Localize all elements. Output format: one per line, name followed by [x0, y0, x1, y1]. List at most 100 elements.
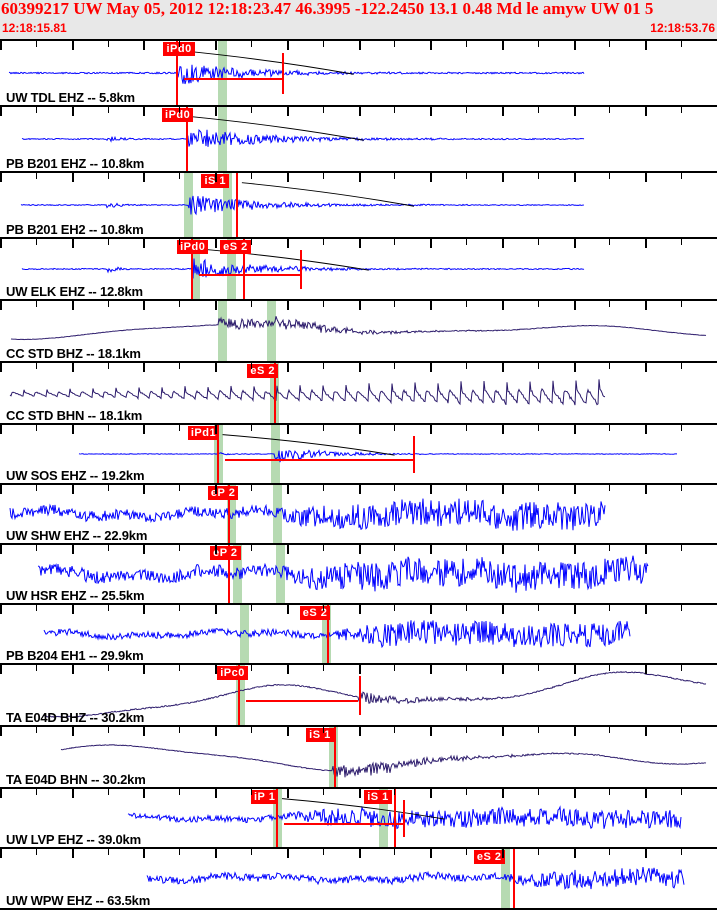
trace-panel[interactable]: iPd0 UW TDL EHZ -- 5.8km — [0, 39, 717, 105]
trace-panel[interactable]: iPc0 TA E04D BHZ -- 30.2km — [0, 663, 717, 725]
waveform-plot[interactable] — [0, 173, 717, 237]
phase-pick-line[interactable] — [238, 665, 241, 725]
axis-tick — [681, 665, 683, 671]
phase-pick-label[interactable]: iPd1 — [187, 426, 220, 440]
waveform-plot[interactable] — [0, 363, 717, 423]
trace-station-label: UW HSR EHZ -- 25.5km — [6, 588, 145, 603]
waveform-trace — [8, 64, 585, 85]
waveform-trace — [21, 258, 585, 279]
time-axis-ticks — [0, 239, 717, 248]
axis-tick — [394, 173, 396, 179]
phase-pick-label[interactable]: eS 2 — [473, 850, 505, 864]
trace-station-label: CC STD BHZ -- 18.1km — [6, 346, 141, 361]
trace-panel[interactable]: iP 1 iS 1 UW LVP EHZ -- 39.0km — [0, 787, 717, 847]
axis-tick — [681, 545, 683, 551]
waveform-plot[interactable] — [0, 301, 717, 361]
waveform-trace — [9, 379, 606, 406]
trace-station-label: PB B201 EH2 -- 10.8km — [6, 222, 144, 237]
phase-pick-label[interactable]: iP 1 — [250, 790, 279, 804]
phase-pick-line[interactable] — [228, 485, 230, 543]
axis-tick — [358, 789, 361, 798]
phase-pick-line[interactable] — [216, 425, 219, 483]
axis-tick — [573, 789, 576, 798]
phase-pick-line[interactable] — [394, 789, 397, 847]
phase-pick-line[interactable] — [273, 363, 276, 423]
axis-tick — [107, 41, 109, 47]
axis-tick — [0, 485, 2, 494]
phase-pick-line[interactable] — [334, 727, 337, 787]
phase-pick-label[interactable]: iPd0 — [177, 240, 209, 254]
axis-tick — [358, 41, 361, 50]
phase-pick-label[interactable]: eS 2 — [220, 240, 251, 254]
waveform-plot[interactable] — [0, 727, 717, 787]
trace-panel[interactable]: iPd1 UW SOS EHZ -- 19.2km — [0, 423, 717, 483]
phase-pick-label[interactable]: iPd0 — [163, 42, 195, 56]
waveform-plot[interactable] — [0, 665, 717, 725]
trace-station-label: TA E04D BHN -- 30.2km — [6, 772, 146, 787]
trace-panel[interactable]: iPd0 eS 2 UW ELK EHZ -- 12.8km — [0, 237, 717, 299]
axis-tick — [0, 665, 2, 674]
axis-tick — [609, 41, 611, 47]
axis-tick — [537, 363, 539, 369]
waveform-plot[interactable] — [0, 605, 717, 663]
axis-tick — [0, 173, 2, 182]
axis-tick — [358, 545, 361, 554]
trace-panel[interactable]: iPd0 PB B201 EHZ -- 10.8km — [0, 105, 717, 171]
trace-panel[interactable]: eS 2 CC STD BHN -- 18.1km — [0, 361, 717, 423]
waveform-trace — [60, 744, 707, 778]
trace-panel[interactable]: CC STD BHZ -- 18.1km — [0, 299, 717, 361]
waveform-plot[interactable] — [0, 545, 717, 603]
axis-tick — [358, 301, 361, 310]
phase-pick-line[interactable] — [512, 849, 515, 908]
axis-tick — [573, 41, 576, 50]
time-axis-ticks — [0, 849, 717, 858]
waveform-trace — [78, 449, 678, 463]
phase-pick-line[interactable] — [190, 239, 193, 299]
phase-pick-line[interactable] — [243, 239, 246, 299]
axis-tick — [430, 41, 433, 50]
axis-tick — [215, 173, 218, 182]
waveform-plot[interactable] — [0, 239, 717, 299]
phase-pick-label[interactable]: eP 2 — [210, 546, 241, 560]
axis-tick — [358, 107, 361, 116]
phase-pick-label[interactable]: iPc0 — [217, 666, 248, 680]
trace-station-label: CC STD BHN -- 18.1km — [6, 408, 143, 423]
axis-tick — [71, 301, 74, 310]
waveform-plot[interactable] — [0, 485, 717, 543]
axis-tick — [143, 485, 146, 494]
trace-panel[interactable]: eP 2 UW SHW EHZ -- 22.9km — [0, 483, 717, 543]
phase-pick-line[interactable] — [185, 107, 188, 171]
phase-window-band — [217, 301, 227, 361]
axis-tick — [250, 485, 252, 491]
phase-pick-line[interactable] — [276, 789, 279, 847]
trace-panel[interactable]: iS 1 PB B201 EH2 -- 10.8km — [0, 171, 717, 237]
phase-pick-line[interactable] — [175, 41, 178, 105]
phase-pick-label[interactable]: iPd0 — [162, 108, 194, 122]
waveform-plot[interactable] — [0, 107, 717, 171]
axis-tick — [358, 239, 361, 248]
trace-panel[interactable]: eS 2 PB B204 EH1 -- 29.9km — [0, 603, 717, 663]
phase-pick-label[interactable]: iS 1 — [364, 790, 392, 804]
phase-pick-label[interactable]: iS 1 — [306, 728, 334, 742]
axis-tick — [573, 173, 576, 182]
axis-tick — [322, 301, 324, 307]
axis-tick — [250, 239, 252, 245]
axis-tick — [609, 545, 611, 551]
axis-tick — [609, 107, 611, 113]
trace-panel[interactable]: eP 2 UW HSR EHZ -- 25.5km — [0, 543, 717, 603]
phase-pick-line[interactable] — [235, 173, 238, 237]
axis-tick — [501, 545, 504, 554]
axis-tick — [35, 485, 37, 491]
phase-pick-line[interactable] — [228, 545, 230, 603]
axis-tick — [537, 239, 539, 245]
axis-tick — [537, 173, 539, 179]
trace-panel[interactable]: iS 1 TA E04D BHN -- 30.2km — [0, 725, 717, 787]
axis-tick — [430, 485, 433, 494]
trace-panel[interactable]: eS 2 UW WPW EHZ -- 63.5km — [0, 847, 717, 910]
axis-tick — [430, 789, 433, 798]
phase-pick-label[interactable]: eS 2 — [247, 364, 278, 378]
waveform-plot[interactable] — [0, 425, 717, 483]
phase-pick-line[interactable] — [326, 605, 329, 663]
waveform-plot[interactable] — [0, 41, 717, 105]
waveform-plot[interactable] — [0, 849, 717, 908]
